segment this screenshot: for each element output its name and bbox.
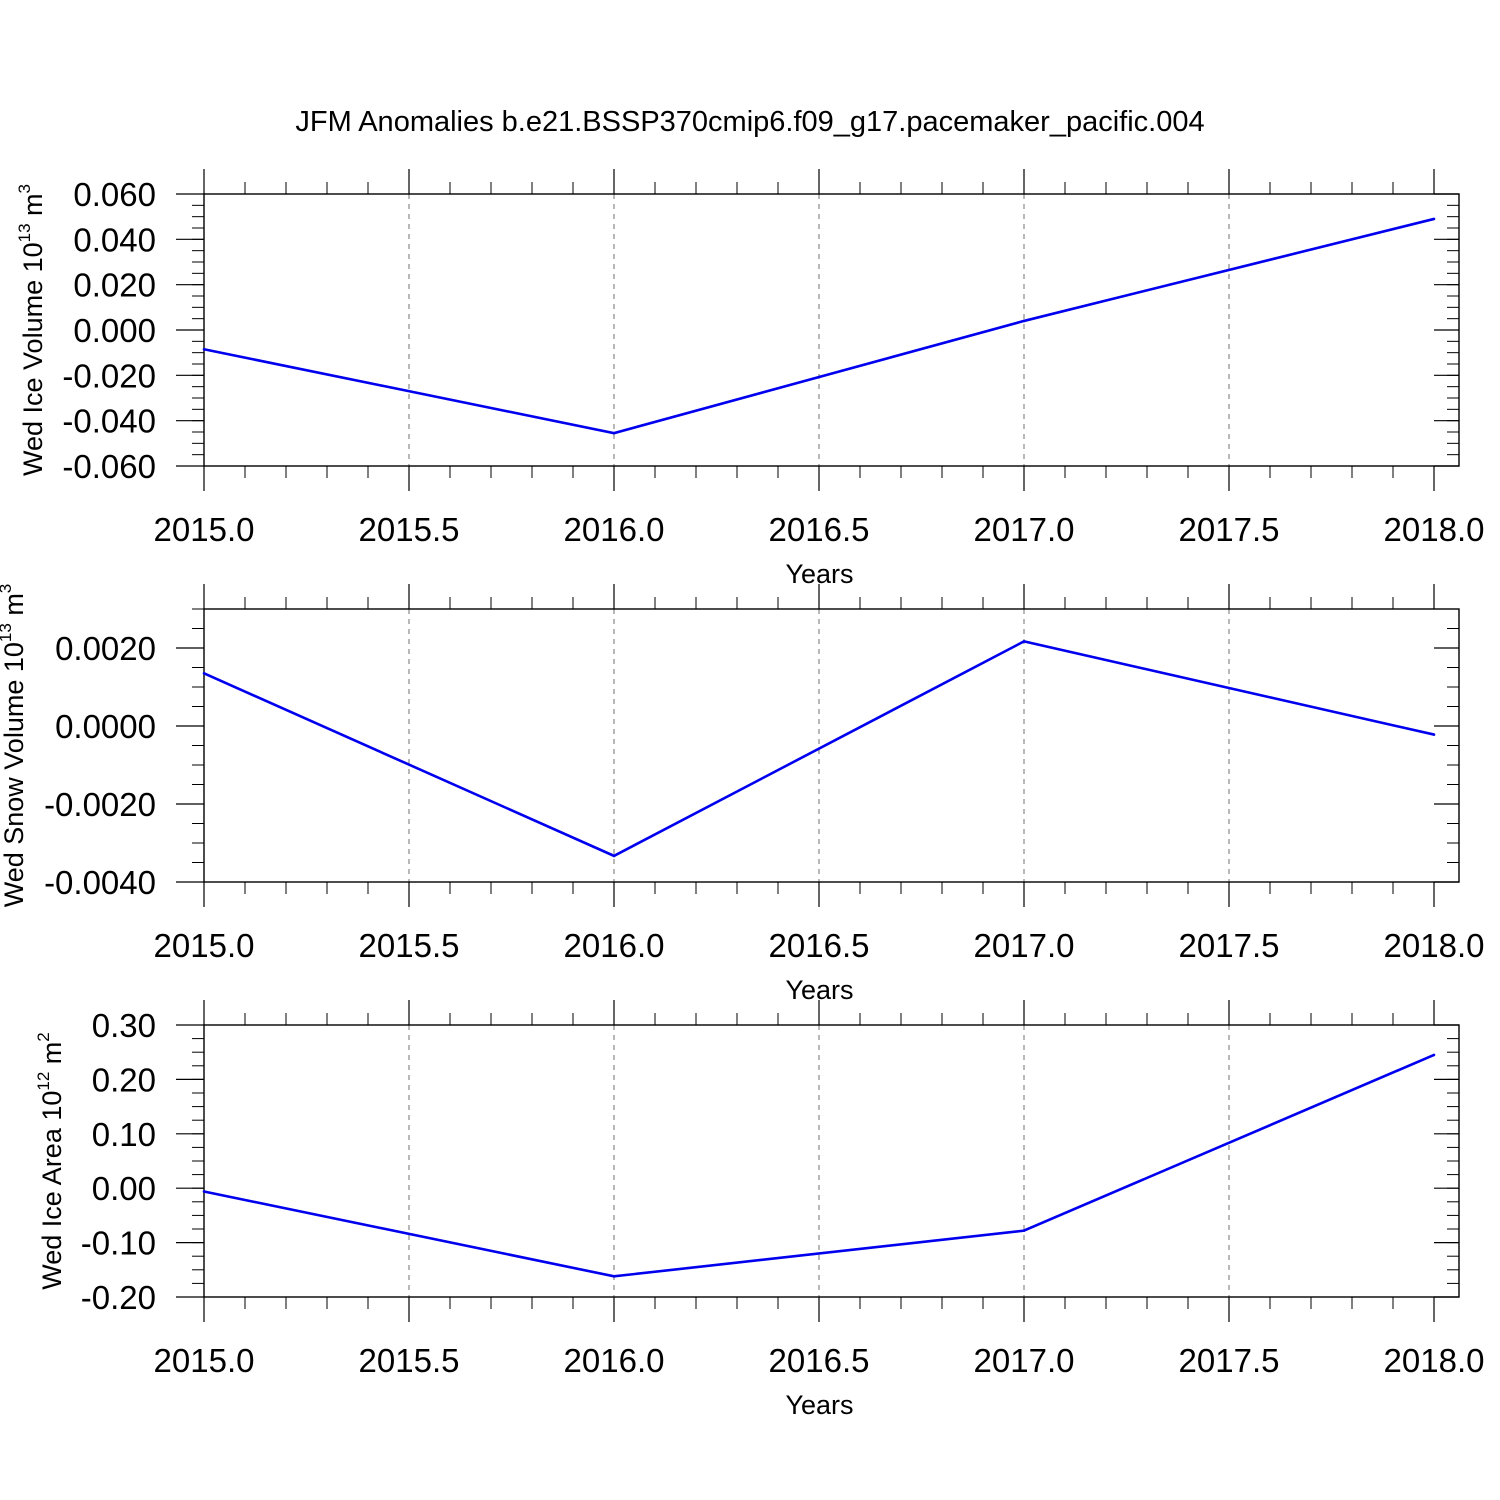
- y-tick-label: 0.060: [73, 176, 156, 213]
- y-tick-label: 0.000: [73, 312, 156, 349]
- y-axis-label: Wed Ice Volume 1013 m3: [15, 184, 48, 476]
- x-tick-label: 2017.5: [1179, 1342, 1280, 1379]
- x-tick-label: 2015.5: [359, 511, 460, 548]
- x-tick-label: 2018.0: [1384, 927, 1485, 964]
- x-tick-label: 2016.5: [769, 511, 870, 548]
- y-tick-label: -0.040: [62, 403, 156, 440]
- y-tick-label: 0.10: [92, 1116, 156, 1153]
- series-line: [203, 1053, 1435, 1278]
- data-point: [1432, 1053, 1436, 1057]
- y-tick-label: 0.00: [92, 1170, 156, 1207]
- x-tick-label: 2017.5: [1179, 927, 1280, 964]
- x-tick-label: 2017.0: [974, 1342, 1075, 1379]
- data-point: [202, 347, 206, 351]
- y-tick-label: 0.30: [92, 1007, 156, 1044]
- data-point: [1022, 640, 1026, 643]
- x-tick-label: 2017.5: [1179, 511, 1280, 548]
- data-point: [612, 431, 616, 435]
- y-tick-label: 0.020: [73, 267, 156, 304]
- y-tick-label: -0.060: [62, 448, 156, 485]
- x-tick-label: 2016.0: [564, 927, 665, 964]
- y-axis-label: Wed Snow Volume 1013 m3: [0, 584, 29, 908]
- plot-frame: [203, 608, 1460, 883]
- plot-frame: [203, 193, 1460, 467]
- y-tick-label: -0.0040: [44, 864, 156, 901]
- x-axis-label: Years: [785, 1390, 853, 1420]
- x-tick-label: 2015.0: [154, 511, 255, 548]
- data-point: [612, 854, 616, 858]
- x-tick-label: 2018.0: [1384, 511, 1485, 548]
- y-tick-label: 0.20: [92, 1061, 156, 1098]
- panel-2: 2015.0 2015.5 2016.0 2016.5 2017.0 2017.5 2018…: [0, 584, 1484, 1005]
- y-tick-label: -0.020: [62, 357, 156, 394]
- x-tick-label: 2016.5: [769, 1342, 870, 1379]
- x-tick-label: 2015.5: [359, 1342, 460, 1379]
- data-point: [612, 1275, 616, 1278]
- data-point: [1432, 733, 1436, 736]
- y-tick-label: -0.0020: [44, 786, 156, 823]
- y-tick-label: -0.20: [81, 1279, 156, 1316]
- x-tick-label: 2015.5: [359, 927, 460, 964]
- y-tick-label: 0.0000: [55, 708, 156, 745]
- data-point: [1022, 1229, 1026, 1232]
- data-point: [202, 1190, 206, 1193]
- x-tick-label: 2016.0: [564, 511, 665, 548]
- data-point: [1022, 319, 1026, 323]
- data-point: [202, 672, 206, 675]
- x-tick-label: 2018.0: [1384, 1342, 1485, 1379]
- chart-title: JFM Anomalies b.e21.BSSP370cmip6.f09_g17…: [295, 106, 1204, 138]
- data-point: [1432, 217, 1436, 221]
- y-tick-label: -0.10: [81, 1225, 156, 1262]
- x-tick-label: 2016.5: [769, 927, 870, 964]
- series-line: [203, 639, 1435, 858]
- y-tick-label: 0.0020: [55, 630, 156, 667]
- x-tick-label: 2015.0: [154, 927, 255, 964]
- panels: 2015.0 2015.5 2016.0 2016.5 2017.0 2017.5 2018…: [0, 169, 1484, 1420]
- series-line: [203, 217, 1435, 435]
- panel-1: 2015.0 2015.5 2016.0 2016.5 2017.0 2017.5 2018…: [15, 169, 1484, 589]
- y-axis-label: Wed Ice Area 1012 m2: [34, 1032, 67, 1290]
- panel-3: 2015.0 2015.5 2016.0 2016.5 2017.0 2017.5 2018…: [34, 1000, 1484, 1420]
- x-tick-label: 2015.0: [154, 1342, 255, 1379]
- x-tick-label: 2017.0: [974, 511, 1075, 548]
- plot-frame: [203, 1024, 1460, 1298]
- x-tick-label: 2016.0: [564, 1342, 665, 1379]
- y-tick-label: 0.040: [73, 221, 156, 258]
- x-tick-label: 2017.0: [974, 927, 1075, 964]
